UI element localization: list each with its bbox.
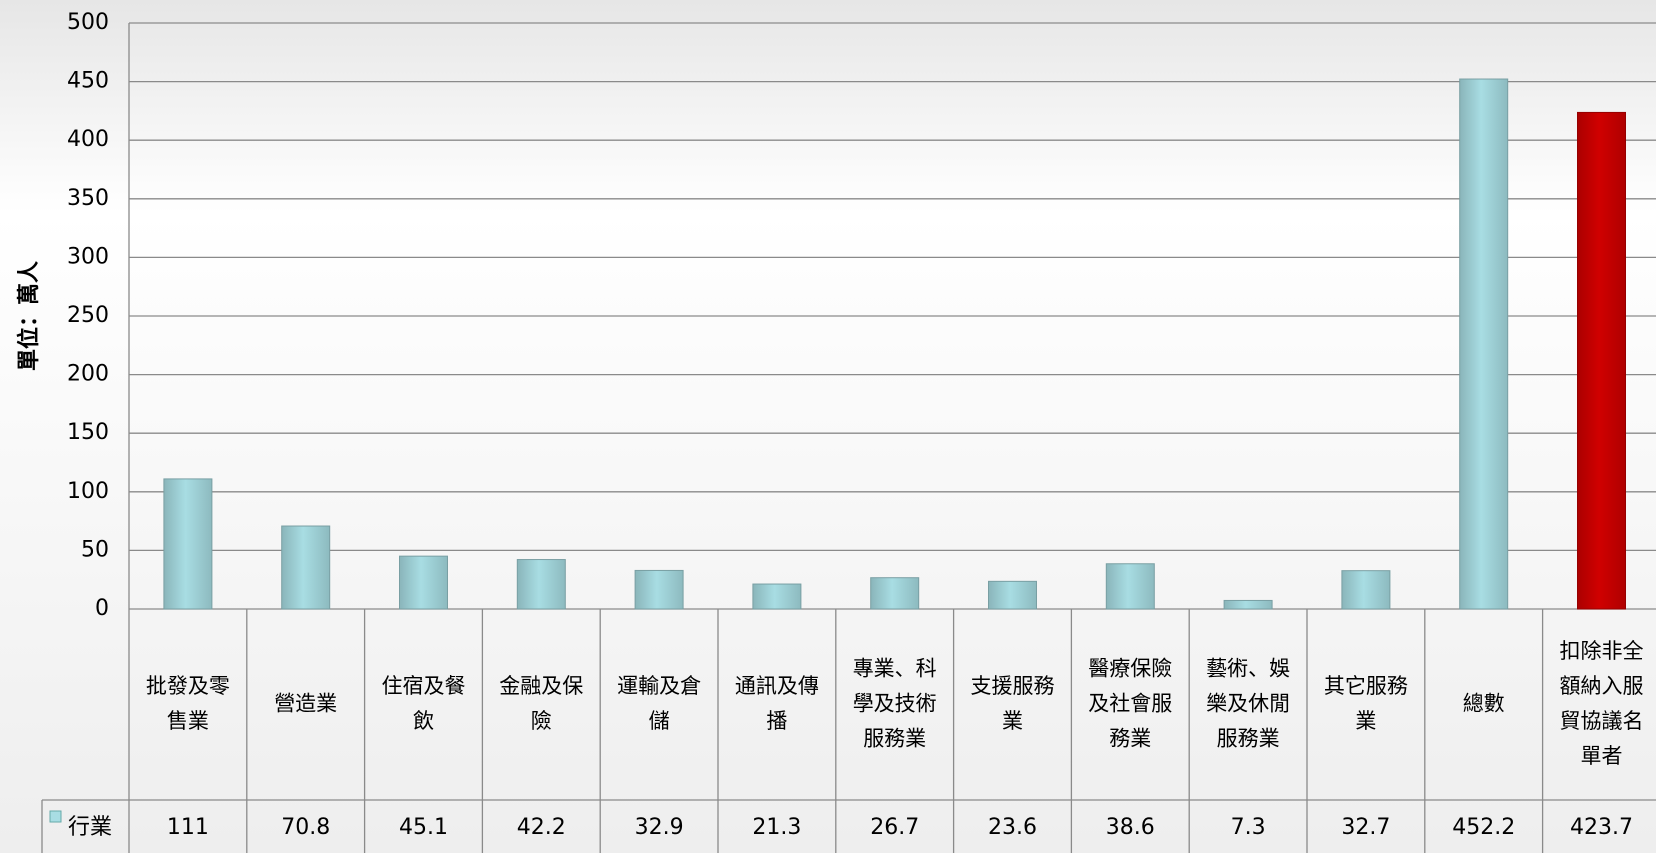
value-cell: 38.6 (1106, 815, 1155, 840)
y-tick-label: 0 (95, 596, 109, 621)
y-axis-title: 單位：萬人 (16, 261, 42, 371)
category-label: 營造業 (274, 692, 337, 716)
y-tick-label: 200 (67, 362, 109, 387)
bar (281, 525, 331, 610)
y-tick-label: 450 (67, 69, 109, 94)
category-label: 總數 (1463, 692, 1505, 716)
y-tick-label: 500 (67, 10, 109, 35)
bar (1577, 111, 1626, 610)
value-cell: 42.2 (517, 815, 566, 840)
bar (163, 478, 213, 610)
value-cell: 70.8 (281, 815, 330, 840)
bar (1105, 563, 1155, 610)
y-tick-label: 300 (67, 244, 109, 269)
bar (752, 583, 802, 610)
bar (988, 580, 1037, 610)
category-label: 支援服務業 (971, 674, 1055, 733)
value-cell: 26.7 (870, 815, 919, 840)
value-cell: 23.6 (988, 815, 1037, 840)
bar (516, 559, 566, 610)
category-label: 運輸及倉儲 (617, 674, 701, 733)
bar (399, 555, 448, 610)
y-tick-label: 100 (67, 479, 109, 504)
bar (634, 569, 684, 610)
legend-label: 行業 (68, 815, 112, 840)
bar (1459, 78, 1509, 610)
y-tick-label: 400 (67, 127, 109, 152)
value-cell: 7.3 (1231, 815, 1266, 840)
bar (870, 577, 920, 610)
value-cell: 423.7 (1570, 815, 1633, 840)
y-tick-label: 150 (67, 420, 109, 445)
category-label: 扣除非全額納入服貿協議名單者 (1560, 639, 1644, 768)
category-label: 藝術、娛樂及休閒服務業 (1206, 657, 1290, 751)
category-label: 醫療保險及社會服務業 (1088, 657, 1172, 751)
y-tick-label: 50 (81, 537, 109, 562)
legend-marker (49, 810, 62, 823)
value-cell: 111 (167, 815, 209, 840)
value-cell: 45.1 (399, 815, 448, 840)
value-cell: 452.2 (1452, 815, 1515, 840)
value-cell: 32.7 (1341, 815, 1390, 840)
y-tick-label: 350 (67, 186, 109, 211)
category-label: 通訊及傳播 (735, 674, 819, 733)
category-label: 批發及零售業 (146, 674, 230, 733)
y-tick-label: 250 (67, 303, 109, 328)
category-label: 專業、科學及技術服務業 (853, 657, 937, 751)
value-cell: 21.3 (752, 815, 801, 840)
bar (1341, 570, 1391, 610)
bar (1223, 599, 1273, 610)
category-label: 金融及保險 (499, 674, 583, 733)
category-label: 其它服務業 (1324, 674, 1408, 733)
category-label: 住宿及餐飲 (382, 674, 466, 733)
value-cell: 32.9 (635, 815, 684, 840)
